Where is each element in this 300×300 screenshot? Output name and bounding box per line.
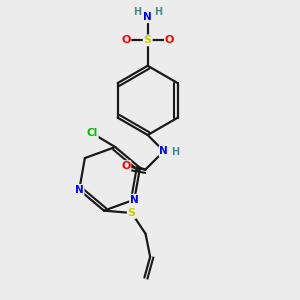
Text: N: N <box>143 12 152 22</box>
Text: H: H <box>154 7 162 16</box>
Text: O: O <box>121 161 130 171</box>
Text: H: H <box>133 7 141 16</box>
Text: Cl: Cl <box>86 128 98 138</box>
Text: H: H <box>171 147 179 157</box>
Text: S: S <box>144 35 152 45</box>
Text: O: O <box>165 35 174 45</box>
Text: S: S <box>128 208 136 218</box>
Text: O: O <box>121 35 130 45</box>
Text: N: N <box>160 146 168 156</box>
Text: N: N <box>75 185 84 195</box>
Text: N: N <box>130 195 139 205</box>
